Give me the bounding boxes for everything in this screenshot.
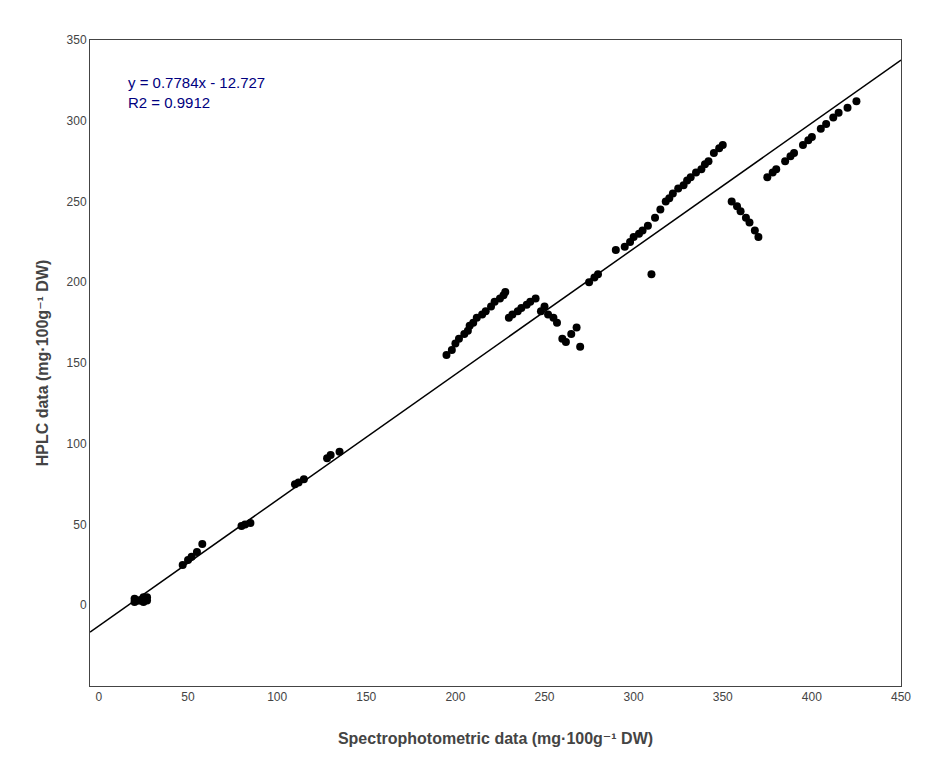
svg-text:250: 250: [67, 195, 87, 209]
svg-text:350: 350: [713, 690, 733, 704]
svg-text:50: 50: [73, 518, 87, 532]
svg-text:100: 100: [267, 690, 287, 704]
svg-text:200: 200: [67, 275, 87, 289]
svg-text:300: 300: [624, 690, 644, 704]
svg-text:400: 400: [802, 690, 822, 704]
svg-text:150: 150: [356, 690, 376, 704]
svg-text:50: 50: [181, 690, 195, 704]
svg-text:0: 0: [96, 690, 103, 704]
svg-text:150: 150: [67, 356, 87, 370]
svg-text:250: 250: [535, 690, 555, 704]
svg-text:300: 300: [67, 114, 87, 128]
svg-text:200: 200: [445, 690, 465, 704]
svg-text:y = 0.7784x - 12.727R2 = 0.991: y = 0.7784x - 12.727R2 = 0.9912: [128, 74, 265, 111]
svg-text:Spectrophotometric data (mg·10: Spectrophotometric data (mg·100g⁻¹ DW): [338, 730, 653, 747]
svg-text:450: 450: [891, 690, 911, 704]
svg-text:HPLC data (mg·100g⁻¹ DW): HPLC data (mg·100g⁻¹ DW): [34, 260, 51, 467]
svg-text:350: 350: [67, 33, 87, 47]
svg-text:0: 0: [80, 598, 87, 612]
svg-text:100: 100: [67, 437, 87, 451]
